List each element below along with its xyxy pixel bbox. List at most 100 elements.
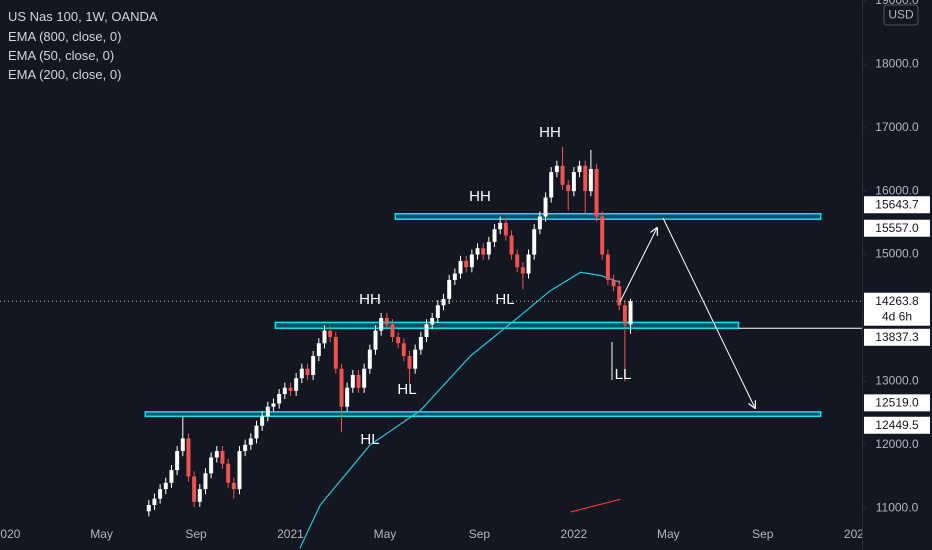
x-tick-label: Sep xyxy=(752,527,774,541)
candle-body xyxy=(605,254,610,280)
zone-price-label-box xyxy=(864,416,930,434)
candle-body xyxy=(328,330,333,337)
candle-body xyxy=(498,222,503,230)
candle-body xyxy=(305,368,310,376)
indicator-line xyxy=(570,498,621,513)
y-tick-label: 18000.0 xyxy=(875,57,919,71)
candle-body xyxy=(231,482,236,490)
candle-body xyxy=(628,301,633,325)
zone-price-label: 12519.0 xyxy=(875,396,919,410)
countdown: 4d 6h xyxy=(882,309,912,323)
candle-body xyxy=(396,336,401,344)
candle-body xyxy=(226,463,231,483)
candle-body xyxy=(299,368,304,379)
candle-body xyxy=(158,489,163,499)
annotation: LL xyxy=(615,366,632,383)
candle-body xyxy=(214,451,219,458)
candle-body xyxy=(418,336,423,350)
candle-body xyxy=(339,368,344,407)
y-tick-label: 15000.0 xyxy=(875,247,919,261)
candle-body xyxy=(163,482,168,490)
x-tick-label: Sep xyxy=(469,527,491,541)
candle-body xyxy=(520,267,525,274)
candle-body xyxy=(577,165,582,173)
candle-body xyxy=(537,216,542,230)
candle-body xyxy=(390,324,395,337)
y-tick-label: 17000.0 xyxy=(875,120,919,134)
candle-body xyxy=(260,416,265,426)
candle-body xyxy=(152,498,157,505)
y-tick-label: 11000.0 xyxy=(876,500,919,514)
current-price: 14263.8 xyxy=(875,294,919,308)
axis-panel xyxy=(862,0,932,550)
candle-body xyxy=(277,394,282,404)
y-tick-label: 12000.0 xyxy=(875,437,919,451)
y-tick-label: 13000.0 xyxy=(875,374,919,388)
candle-body xyxy=(532,229,537,255)
zone-price-label: 13837.3 xyxy=(875,330,919,344)
zone xyxy=(394,212,822,220)
candle-body xyxy=(469,254,474,268)
candle-body xyxy=(401,343,406,356)
annotation: HH xyxy=(469,188,491,205)
candle-body xyxy=(384,317,389,325)
arrow xyxy=(662,217,755,408)
zone xyxy=(274,321,740,330)
zone xyxy=(144,411,822,418)
candle-body xyxy=(237,451,242,490)
zone-price-label-box xyxy=(864,196,930,214)
x-tick-label: May xyxy=(90,527,113,541)
candle-body xyxy=(186,438,191,477)
candle-body xyxy=(282,387,287,395)
candle-body xyxy=(543,197,548,217)
currency-box xyxy=(883,4,919,26)
annotation: HL xyxy=(360,431,379,448)
candle-body xyxy=(475,248,480,255)
candle-body xyxy=(197,489,202,502)
candle-body xyxy=(566,184,571,192)
candle-body xyxy=(180,438,185,452)
candle-body xyxy=(424,324,429,337)
candle-body xyxy=(203,473,208,490)
candle-body xyxy=(452,273,457,280)
annotation: HL xyxy=(495,291,514,308)
candle-body xyxy=(248,438,253,445)
candle-body xyxy=(146,504,151,512)
zone-price-label: 12449.5 xyxy=(875,418,919,432)
zone-price-label-box xyxy=(864,394,930,412)
x-tick-label: 2021 xyxy=(277,527,304,541)
x-tick-label: May xyxy=(374,527,397,541)
candle-body xyxy=(407,355,412,369)
candle-body xyxy=(345,387,350,407)
candle-body xyxy=(220,451,225,464)
zone-price-label-box xyxy=(864,328,930,346)
candle-body xyxy=(311,355,316,376)
candle-body xyxy=(515,254,520,268)
candle-body xyxy=(209,457,214,474)
legend-entry: EMA (800, close, 0) xyxy=(8,29,121,44)
candle-body xyxy=(169,470,174,483)
candle-body xyxy=(594,168,599,217)
candle-body xyxy=(288,387,293,391)
candle-body xyxy=(243,444,248,452)
candle-body xyxy=(464,260,469,268)
candle-body xyxy=(367,349,372,369)
zone-price-label-box xyxy=(864,219,930,237)
candle-body xyxy=(322,330,327,344)
legend: US Nas 100, 1W, OANDA EMA (800, close, 0… xyxy=(8,9,158,82)
annotations: HH HH HH HL HL HL LL xyxy=(359,124,755,448)
candle-body xyxy=(509,235,514,255)
candle-body xyxy=(413,349,418,369)
price-axis: 11000.012000.013000.014000.015000.016000… xyxy=(862,0,932,550)
candle-body xyxy=(333,336,338,369)
candle-body xyxy=(192,476,197,502)
candle-body xyxy=(362,368,367,388)
candle-body xyxy=(350,375,355,388)
candle-body xyxy=(503,222,508,236)
candle-body xyxy=(356,375,361,388)
candle-body xyxy=(481,248,486,255)
candle-body xyxy=(571,172,576,192)
candle-body xyxy=(441,298,446,306)
x-tick-label: Sep xyxy=(185,527,207,541)
